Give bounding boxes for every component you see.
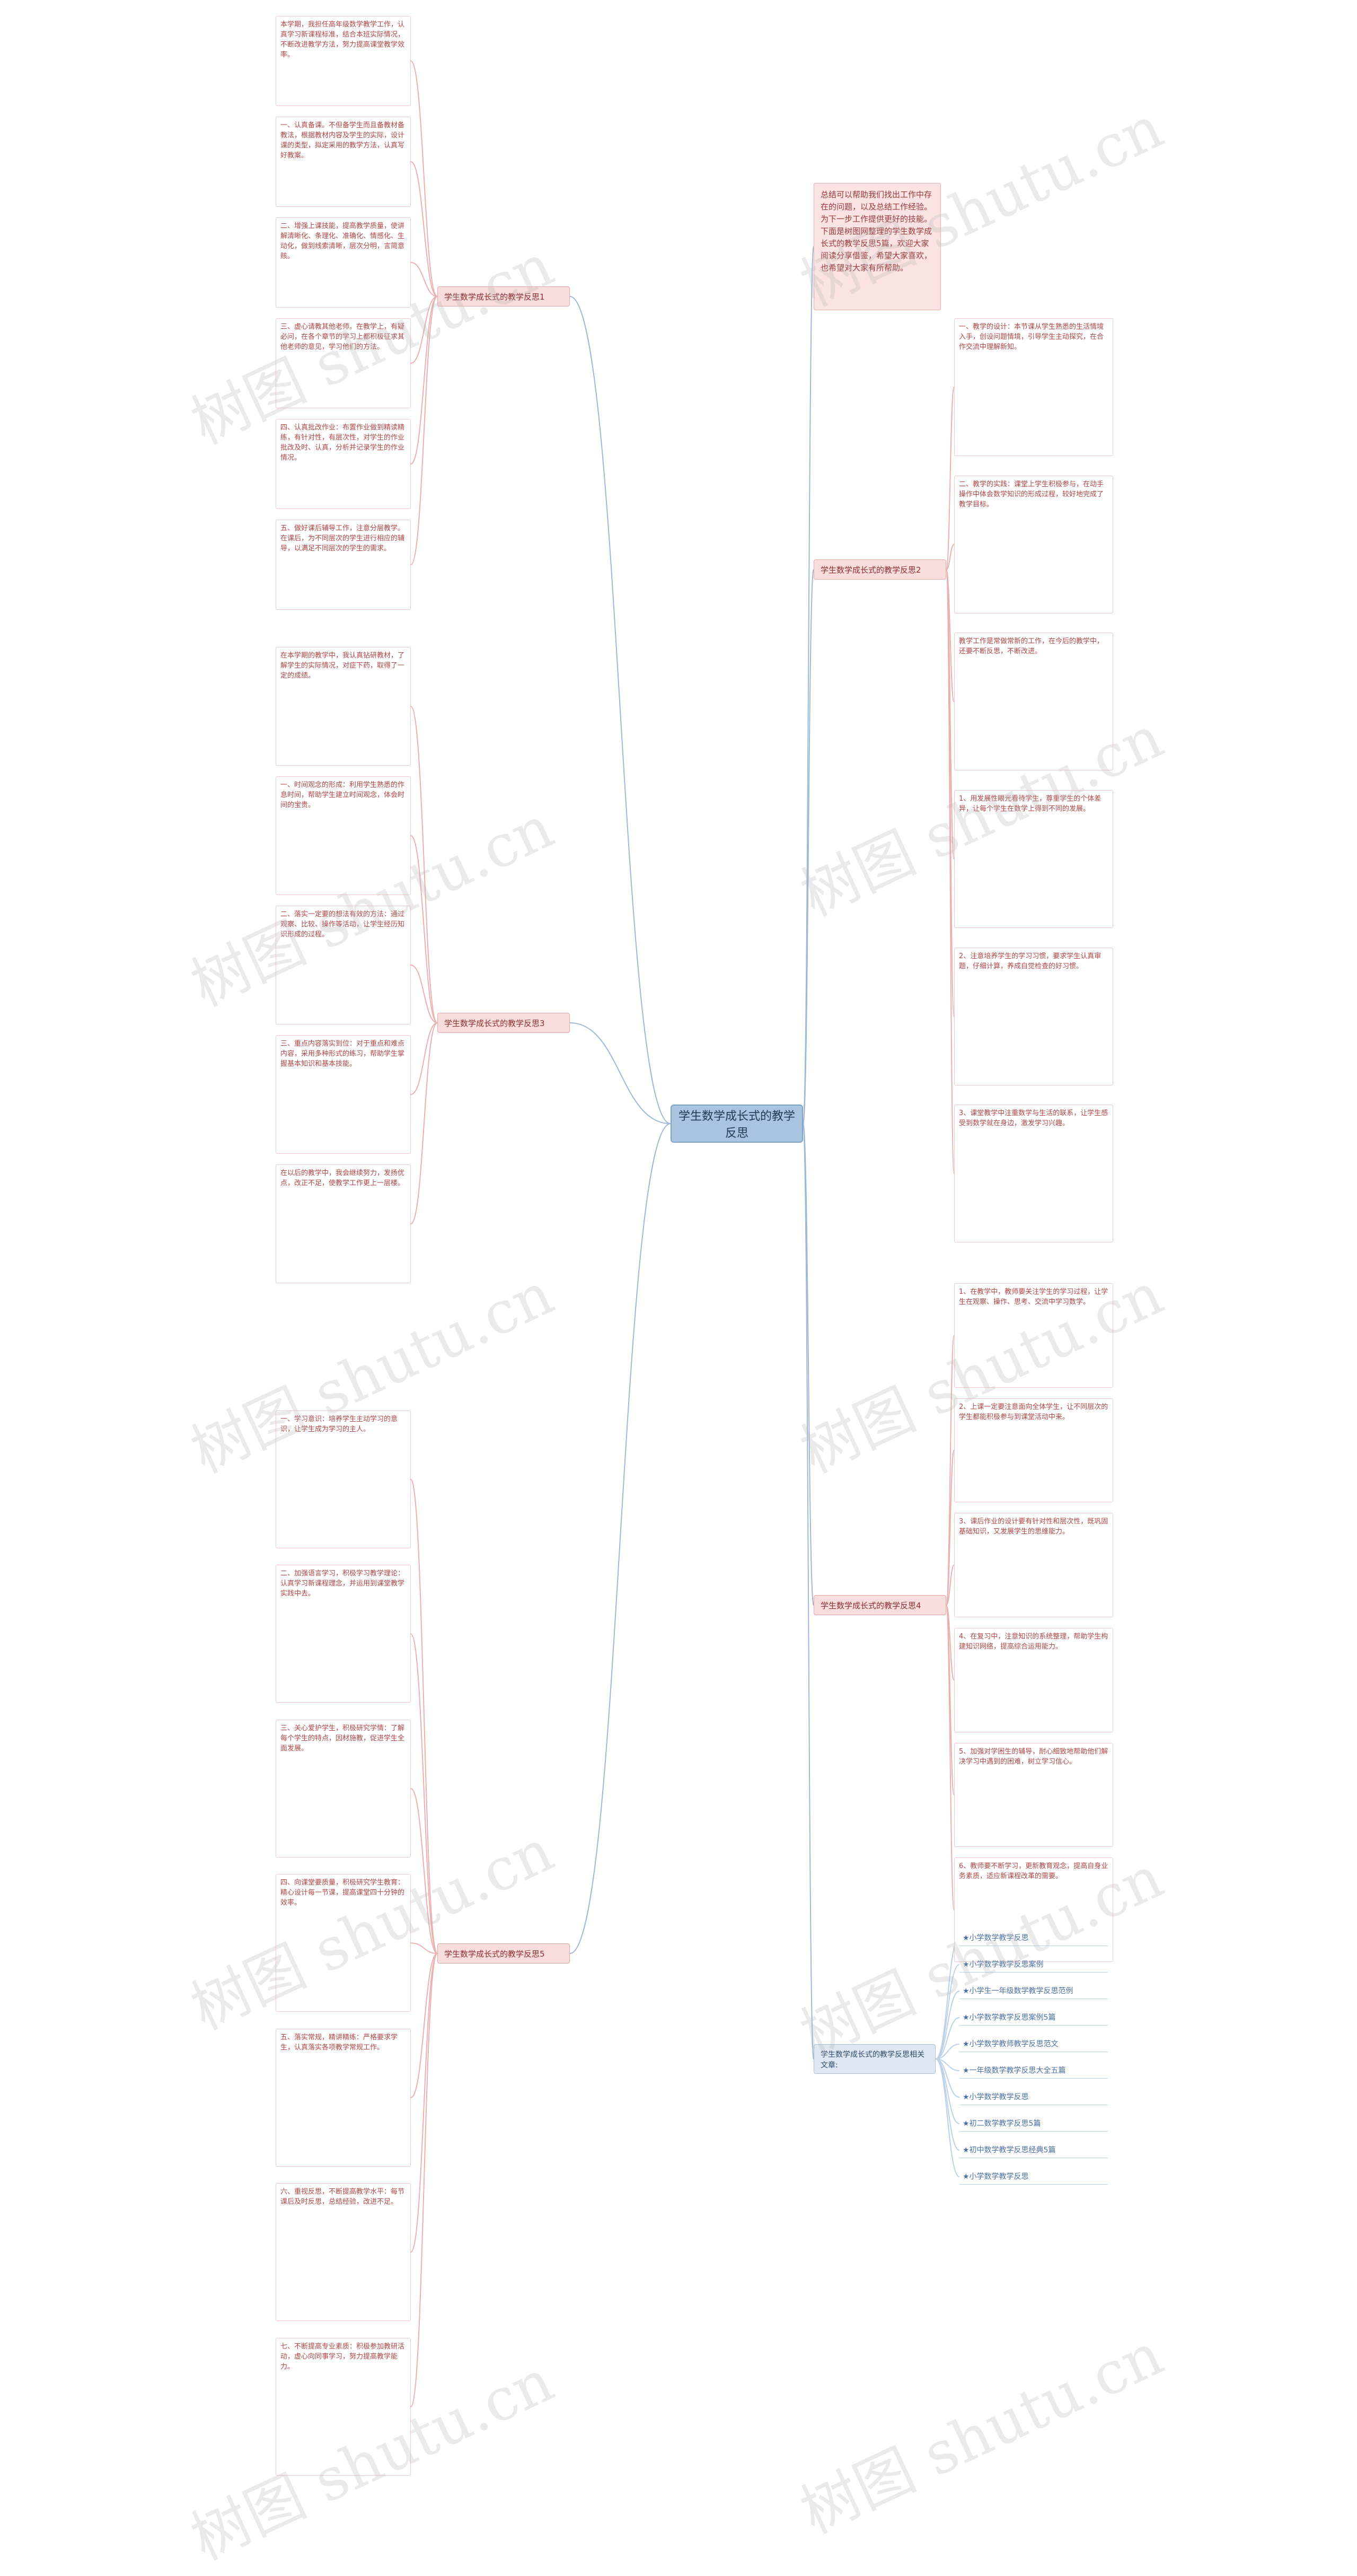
summary: 总结可以帮助我们找出工作中存在的问题，以及总结工作经验。为下一步工作提供更好的技… (814, 183, 941, 310)
leaf-topic: 一、学习意识：培养学生主动学习的意识，让学生成为学习的主人。 (276, 1410, 411, 1548)
link (935, 1964, 960, 2060)
leaf-topic: 三、重点内容落实到位：对于重点和难点内容，采用多种形式的练习，帮助学生掌握基本知… (276, 1035, 411, 1154)
link (569, 296, 671, 1124)
related-link[interactable]: ★一年级数学教学反思大全五篇 (959, 2063, 1108, 2079)
leaf-topic: 六、重视反思，不断提高教学水平：每节课后及时反思，总结经验，改进不足。 (276, 2183, 411, 2321)
related-link[interactable]: ★小学生一年级数学教学反思范例 (959, 1983, 1108, 1999)
related-link[interactable]: ★初中数学教学反思经典5篇 (959, 2142, 1108, 2158)
link (410, 296, 438, 565)
leaf-topic: 二、教学的实践：课堂上学生积极参与，在动手操作中体会数学知识的形成过程，较好地完… (954, 475, 1113, 614)
leaf-topic: 二、增强上课技能，提高教学质量，使讲解清晰化、条理化、准确化、情感化、生动化，做… (276, 217, 411, 308)
link (410, 161, 438, 297)
link (410, 1022, 438, 1224)
related-link[interactable]: ★初二数学教学反思5篇 (959, 2116, 1108, 2132)
link (410, 1942, 438, 1954)
leaf-topic: 3、课堂教学中注重数学与生活的联系，让学生感受到数学就在身边，激发学习兴趣。 (954, 1105, 1113, 1243)
leaf-topic: 一、认真备课。不但备学生而且备教材备教法，根据教材内容及学生的实际，设计课的类型… (276, 117, 411, 207)
leaf-topic: 3、课后作业的设计要有针对性和层次性，既巩固基础知识，又发展学生的思维能力。 (954, 1513, 1113, 1617)
related-link[interactable]: ★小学数学教学反思 (959, 2169, 1108, 2185)
link (410, 965, 438, 1023)
link (803, 569, 814, 1124)
related-link[interactable]: ★小学数学教学反思案例 (959, 1957, 1108, 1973)
related-link[interactable]: ★小学数学教学反思 (959, 1930, 1108, 1946)
leaf-topic: 三、关心爱护学生，积极研究学情：了解每个学生的特点，因材施教，促进学生全面发展。 (276, 1719, 411, 1857)
leaf-topic: 四、认真批改作业：布置作业做到精读精练，有针对性，有层次性，对学生的作业批改及时… (276, 419, 411, 509)
link (935, 2058, 960, 2177)
related-link[interactable]: ★小学数学教学反思 (959, 2089, 1108, 2105)
leaf-topic: 本学期，我担任高年级数学教学工作，认真学习新课程标准，结合本班实际情况，不断改进… (276, 16, 411, 106)
link (410, 1953, 438, 2253)
link (935, 1991, 960, 2060)
link (410, 1953, 438, 2407)
related-link[interactable]: ★小学数学教师教学反思范文 (959, 2036, 1108, 2052)
leaf-topic: 4、在复习中，注意知识的系统整理，帮助学生构建知识网络，提高综合运用能力。 (954, 1628, 1113, 1732)
leaf-topic: 2、注意培养学生的学习习惯，要求学生认真审题，仔细计算，养成自觉检查的好习惯。 (954, 947, 1113, 1085)
link (935, 2017, 960, 2060)
link (410, 1788, 438, 1954)
central-topic: 学生数学成长式的教学反思 (671, 1105, 803, 1143)
link (410, 1479, 438, 1954)
link (410, 1633, 438, 1954)
leaf-topic: 二、加强语言学习，积极学习教学理论：认真学习新课程理念，并运用到课堂教学实践中去… (276, 1565, 411, 1703)
branch-topic: 学生数学成长式的教学反思4 (814, 1595, 946, 1615)
link (410, 262, 438, 297)
link (410, 296, 438, 364)
link (410, 1022, 438, 1095)
leaf-topic: 四、向课堂要质量，积极研究学生教育：精心设计每一节课，提高课堂四十分钟的效率。 (276, 1874, 411, 2012)
leaf-topic: 6、教师要不断学习，更新教育观念，提高自身业务素质，适应新课程改革的需要。 (954, 1857, 1113, 1962)
leaf-topic: 5、加强对学困生的辅导，耐心细致地帮助他们解决学习中遇到的困难，树立学习信心。 (954, 1742, 1113, 1847)
link (410, 706, 438, 1023)
link (946, 387, 955, 570)
link (410, 835, 438, 1023)
leaf-topic: 一、教学的设计：本节课从学生熟悉的生活情境入手，创设问题情境，引导学生主动探究，… (954, 318, 1113, 456)
leaf-topic: 二、落实一定要的想法有效的方法：通过观察、比较、操作等活动，让学生经历知识形成的… (276, 906, 411, 1024)
link (803, 1123, 814, 1606)
link (946, 1335, 955, 1606)
link (946, 569, 955, 1175)
leaf-topic: 三、虚心请教其他老师。在教学上，有疑必问，在各个章节的学习上都积极征求其他老师的… (276, 318, 411, 408)
link (803, 1123, 814, 2060)
link (410, 296, 438, 465)
link (569, 1123, 671, 1954)
link (946, 544, 955, 570)
branch-topic: 学生数学成长式的教学反思1 (437, 286, 570, 306)
leaf-topic: 教学工作是常做常新的工作，在今后的教学中，还要不断反思，不断改进。 (954, 633, 1113, 771)
link (946, 1605, 955, 1681)
leaf-topic: 在以后的教学中，我会继续努力，发扬优点，改正不足，使教学工作更上一层楼。 (276, 1164, 411, 1283)
related-link[interactable]: ★小学数学教学反思案例5篇 (959, 2010, 1108, 2026)
leaf-topic: 1、在教学中，教师要关注学生的学习过程，让学生在观察、操作、思考、交流中学习数学… (954, 1283, 1113, 1388)
link (946, 1605, 955, 1911)
link (946, 1564, 955, 1606)
link (946, 1450, 955, 1606)
branch-topic: 学生数学成长式的教学反思相关文章: (814, 2044, 936, 2074)
branch-topic: 学生数学成长式的教学反思3 (437, 1013, 570, 1033)
link (935, 2044, 960, 2060)
leaf-topic: 五、落实常规，精讲精练：严格要求学生，认真落实各项教学常规工作。 (276, 2028, 411, 2167)
link (946, 569, 955, 703)
link (410, 60, 438, 297)
leaf-topic: 1、用发展性眼光看待学生，尊重学生的个体差异，让每个学生在数学上得到不同的发展。 (954, 790, 1113, 928)
link (803, 246, 814, 1124)
leaf-topic: 七、不断提高专业素质：积极参加教研活动，虚心向同事学习，努力提高教学能力。 (276, 2337, 411, 2476)
leaf-topic: 五、做好课后辅导工作，注意分层教学。在课后，为不同层次的学生进行相应的辅导，以满… (276, 520, 411, 610)
leaf-topic: 一、时间观念的形成：利用学生熟悉的作息时间，帮助学生建立时间观念，体会时间的宝贵… (276, 776, 411, 895)
link (410, 1953, 438, 2098)
branch-topic: 学生数学成长式的教学反思5 (437, 1943, 570, 1964)
leaf-topic: 在本学期的教学中，我认真钻研教材，了解学生的实际情况，对症下药，取得了一定的成绩… (276, 647, 411, 766)
branch-topic: 学生数学成长式的教学反思2 (814, 559, 946, 580)
link (935, 2058, 960, 2151)
link (569, 1022, 671, 1124)
leaf-topic: 2、上课一定要注意面向全体学生，让不同层次的学生都能积极参与到课堂活动中来。 (954, 1398, 1113, 1503)
